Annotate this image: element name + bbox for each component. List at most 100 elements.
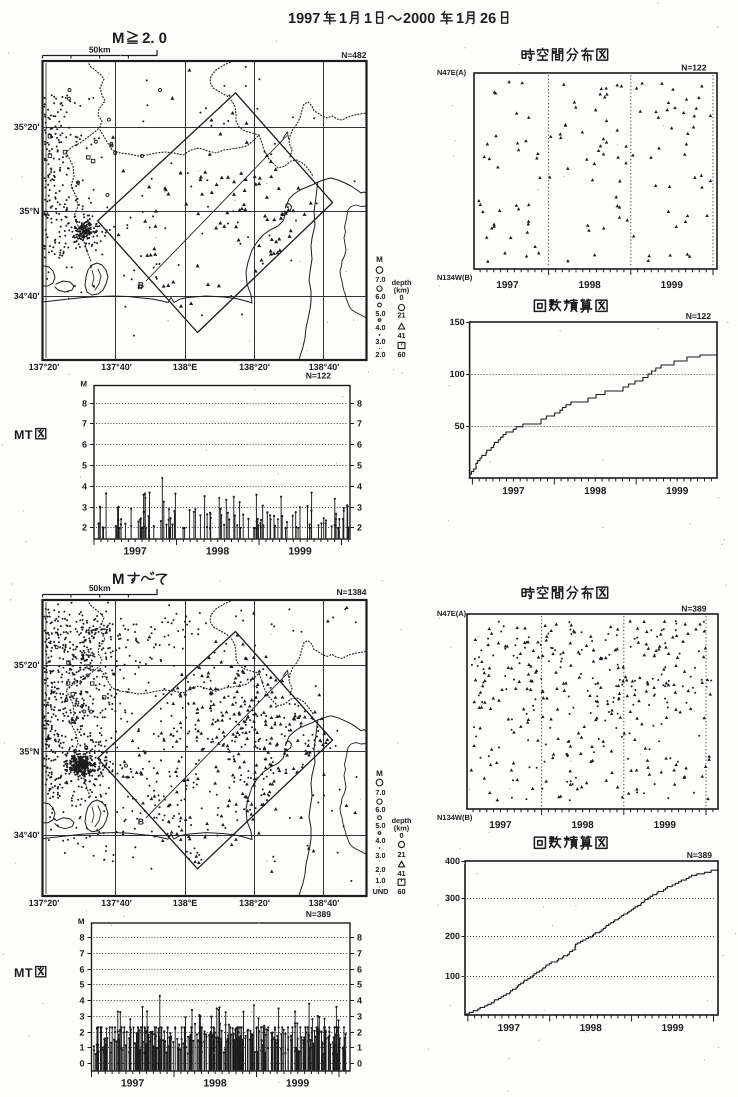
svg-text:3: 3 xyxy=(357,503,362,513)
svg-text:8: 8 xyxy=(357,933,362,943)
svg-text:MT: MT xyxy=(14,966,33,980)
svg-text:21: 21 xyxy=(397,850,405,859)
svg-text:4: 4 xyxy=(82,482,87,492)
svg-text:1999: 1999 xyxy=(661,1023,684,1034)
svg-text:6: 6 xyxy=(79,965,84,975)
svg-text:100: 100 xyxy=(450,369,465,379)
svg-text:6.0: 6.0 xyxy=(375,805,385,814)
svg-text:B: B xyxy=(138,817,144,827)
svg-text:M: M xyxy=(80,380,87,389)
svg-text:300: 300 xyxy=(445,893,460,903)
svg-text:400: 400 xyxy=(445,856,460,866)
svg-text:1998: 1998 xyxy=(571,820,594,831)
svg-text:1998: 1998 xyxy=(580,1023,603,1034)
svg-text:41: 41 xyxy=(397,869,405,878)
svg-text:N=389: N=389 xyxy=(306,909,332,919)
svg-text:138°20': 138°20' xyxy=(239,898,270,908)
svg-text:2: 2 xyxy=(79,1028,84,1038)
svg-text:1997: 1997 xyxy=(502,486,525,497)
svg-text:2: 2 xyxy=(82,523,87,533)
svg-text:7: 7 xyxy=(357,949,362,959)
svg-text:4: 4 xyxy=(357,482,362,492)
svg-text:N134W(B): N134W(B) xyxy=(437,273,473,282)
svg-text:1997: 1997 xyxy=(121,1078,145,1090)
svg-text:1: 1 xyxy=(364,11,372,27)
svg-text:2: 2 xyxy=(357,523,362,533)
svg-text:3: 3 xyxy=(79,1012,84,1022)
svg-text:5.0: 5.0 xyxy=(375,309,385,318)
svg-text:MT: MT xyxy=(14,428,33,442)
svg-text:2: 2 xyxy=(357,1028,362,1038)
svg-text:0: 0 xyxy=(399,831,403,840)
svg-text:5: 5 xyxy=(82,461,87,471)
svg-text:2.0: 2.0 xyxy=(375,350,385,359)
svg-text:34°40': 34°40' xyxy=(14,830,40,840)
svg-text:137°40': 137°40' xyxy=(101,898,132,908)
svg-text:depth: depth xyxy=(392,278,412,287)
svg-text:50km: 50km xyxy=(89,583,111,593)
svg-text:1.0: 1.0 xyxy=(375,876,385,885)
svg-text:35°N: 35°N xyxy=(19,747,39,757)
svg-text:7.0: 7.0 xyxy=(375,275,385,284)
svg-text:35°20': 35°20' xyxy=(14,122,40,132)
svg-text:1999: 1999 xyxy=(286,1078,310,1090)
svg-text:N=1384: N=1384 xyxy=(336,587,366,597)
svg-text:1: 1 xyxy=(456,11,464,27)
svg-text:N=122: N=122 xyxy=(681,63,707,73)
svg-text:4.0: 4.0 xyxy=(375,836,385,845)
svg-text:6: 6 xyxy=(357,965,362,975)
svg-text:7.0: 7.0 xyxy=(375,788,385,797)
svg-text:4: 4 xyxy=(79,996,84,1006)
svg-text:138°20': 138°20' xyxy=(239,362,270,372)
svg-text:6: 6 xyxy=(357,440,362,450)
svg-text:60: 60 xyxy=(397,887,405,896)
svg-text:3.0: 3.0 xyxy=(375,851,385,860)
svg-text:1997: 1997 xyxy=(123,546,147,558)
svg-text:7: 7 xyxy=(357,419,362,429)
svg-text:200: 200 xyxy=(445,931,460,941)
svg-text:138°40': 138°40' xyxy=(309,898,340,908)
svg-text:26: 26 xyxy=(480,11,496,27)
svg-text:5.0: 5.0 xyxy=(375,821,385,830)
svg-text:UND: UND xyxy=(373,887,389,896)
svg-text:M: M xyxy=(376,255,383,264)
svg-text:50km: 50km xyxy=(89,45,111,55)
svg-text:3: 3 xyxy=(82,503,87,513)
svg-text:5: 5 xyxy=(357,461,362,471)
svg-text:1997: 1997 xyxy=(496,280,519,291)
svg-text:100: 100 xyxy=(445,971,460,981)
svg-text:137°20': 137°20' xyxy=(29,362,60,372)
svg-text:1997: 1997 xyxy=(498,1023,521,1034)
svg-text:5: 5 xyxy=(357,980,362,990)
svg-text:M: M xyxy=(112,30,125,47)
svg-text:1: 1 xyxy=(339,11,347,27)
svg-text:4.0: 4.0 xyxy=(375,323,385,332)
svg-text:M: M xyxy=(78,917,85,926)
svg-text:7: 7 xyxy=(82,419,87,429)
svg-text:N134W(B): N134W(B) xyxy=(437,813,473,822)
svg-text:2. 0: 2. 0 xyxy=(142,30,167,47)
svg-text:41: 41 xyxy=(397,331,405,340)
svg-text:1999: 1999 xyxy=(661,280,684,291)
svg-text:(km): (km) xyxy=(394,286,410,295)
svg-text:6: 6 xyxy=(82,440,87,450)
svg-text:35°N: 35°N xyxy=(19,206,39,216)
svg-text:137°40': 137°40' xyxy=(101,362,132,372)
svg-text:3: 3 xyxy=(357,1012,362,1022)
svg-text:1: 1 xyxy=(357,1043,362,1053)
svg-text:1999: 1999 xyxy=(288,546,312,558)
svg-text:4: 4 xyxy=(357,996,362,1006)
svg-text:0: 0 xyxy=(79,1059,84,1069)
svg-text:0: 0 xyxy=(399,293,403,302)
svg-text:137°20': 137°20' xyxy=(29,898,60,908)
svg-text:M: M xyxy=(112,571,125,588)
svg-text:138°E: 138°E xyxy=(173,362,198,372)
svg-text:138°E: 138°E xyxy=(173,898,198,908)
svg-text:2.0: 2.0 xyxy=(375,865,385,874)
svg-text:7: 7 xyxy=(79,949,84,959)
svg-text:1998: 1998 xyxy=(203,1078,227,1090)
svg-text:138°40': 138°40' xyxy=(309,362,340,372)
svg-text:1999: 1999 xyxy=(654,820,677,831)
svg-text:M: M xyxy=(376,769,383,778)
svg-text:0: 0 xyxy=(357,1059,362,1069)
